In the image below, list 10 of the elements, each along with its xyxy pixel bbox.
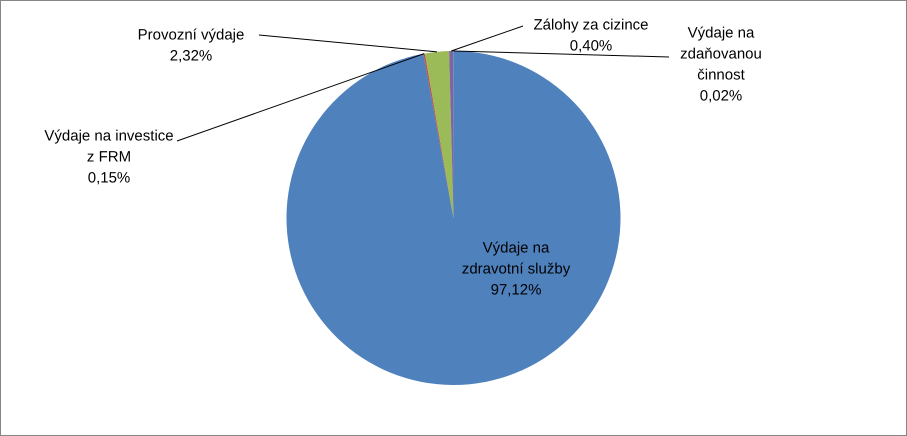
slice-label: Provozní výdaje bbox=[138, 26, 244, 44]
slice-label: Výdaje na investice z FRM bbox=[44, 128, 174, 166]
data-label: 0,15% bbox=[88, 170, 130, 187]
slice-label: Výdaje na zdravotní služby bbox=[462, 240, 571, 278]
data-label: 0,40% bbox=[570, 38, 612, 55]
data-label: 0,02% bbox=[700, 88, 742, 105]
data-label: 97,12% bbox=[490, 282, 542, 299]
data-label: 2,32% bbox=[170, 48, 212, 65]
slice-label: Výdaje na zdaňovanou činnost bbox=[680, 24, 762, 84]
slice-label: Zálohy za cizince bbox=[533, 16, 649, 34]
